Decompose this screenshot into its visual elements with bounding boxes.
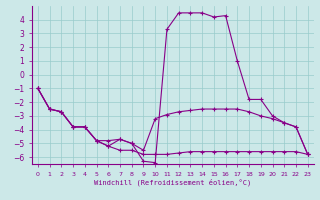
X-axis label: Windchill (Refroidissement éolien,°C): Windchill (Refroidissement éolien,°C) <box>94 178 252 186</box>
